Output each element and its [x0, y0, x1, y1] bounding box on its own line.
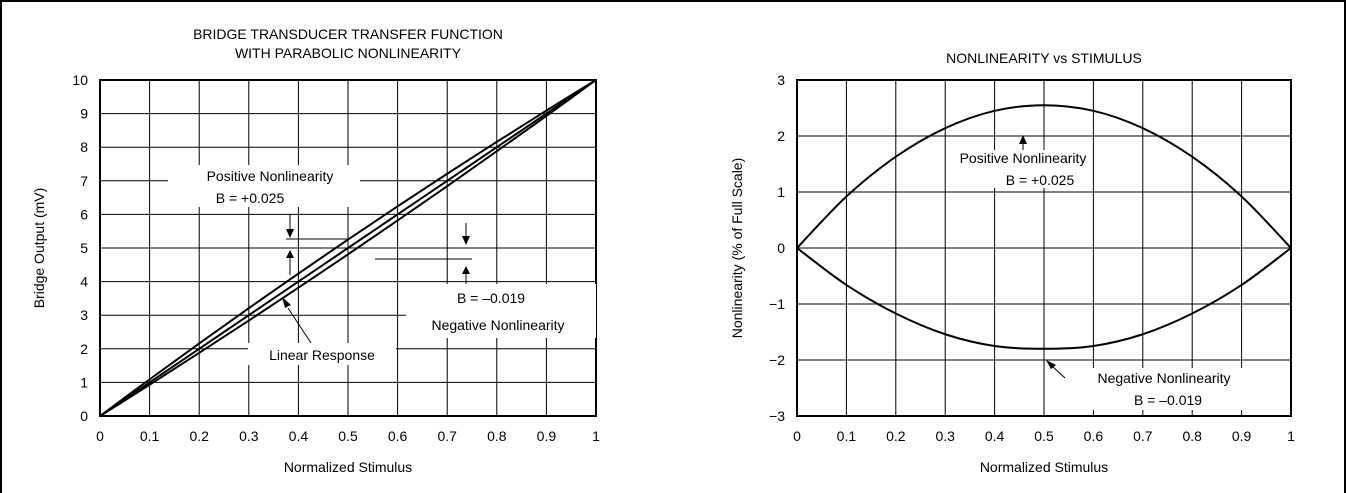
- right-chart: NONLINEARITY vs STIMULUS 0 0.1 0.2 0.3 0.4 0.…: [729, 50, 1295, 475]
- right-neg-label-bg: [1070, 368, 1260, 410]
- x-tick-label: 1: [592, 428, 600, 444]
- right-series: [796, 104, 1292, 350]
- right-pos-label-bg: [955, 150, 1090, 188]
- y-tick-label: 4: [80, 274, 88, 290]
- y-tick-label: 2: [80, 341, 88, 357]
- left-axes: 0 0.1 0.2 0.3 0.4 0.5 0.6 0.7 0.8 0.9 101234567891…: [72, 72, 600, 444]
- y-tick-label: 8: [80, 139, 88, 155]
- series-line: [796, 247, 1292, 350]
- x-tick-label: 0.6: [1084, 428, 1104, 444]
- right-axes: 0 0.1 0.2 0.3 0.4 0.5 0.6 0.7 0.8 0.9 1 3 2 1 0 −1 −2 −3: [769, 72, 1295, 444]
- y-tick-label: −2: [769, 352, 785, 368]
- x-tick-label: 0.2: [886, 428, 906, 444]
- right-x-axis-label: Normalized Stimulus: [980, 459, 1108, 475]
- x-tick-label: 1: [1287, 428, 1295, 444]
- x-tick-label: 0.1: [837, 428, 857, 444]
- y-tick-label: 9: [80, 106, 88, 122]
- x-tick-label: 0.6: [388, 428, 408, 444]
- left-title-line-1: BRIDGE TRANSDUCER TRANSFER FUNCTION: [193, 26, 503, 42]
- x-tick-label: 0.5: [1034, 428, 1054, 444]
- x-tick-label: 0.7: [437, 428, 457, 444]
- right-neg-label-1: Negative Nonlinearity: [1097, 370, 1230, 386]
- left-pos-label-bg: [168, 165, 360, 207]
- right-y-axis-label: Nonlinearity (% of Full Scale): [729, 158, 745, 339]
- right-pos-pointer: [1019, 135, 1027, 150]
- y-tick-label: 2: [777, 128, 785, 144]
- left-y-axis-label: Bridge Output (mV): [31, 188, 47, 309]
- plot-frame: [796, 79, 1292, 417]
- series-line: [99, 79, 597, 417]
- left-linear-label-bg: [248, 343, 396, 365]
- y-tick-label: −1: [769, 296, 785, 312]
- x-tick-label: 0.5: [338, 428, 358, 444]
- x-tick-label: 0.9: [537, 428, 557, 444]
- right-pos-label-2: B = +0.025: [1006, 172, 1075, 188]
- x-tick-label: 0.8: [1182, 428, 1202, 444]
- right-title: NONLINEARITY vs STIMULUS: [946, 50, 1142, 66]
- y-tick-label: 6: [80, 206, 88, 222]
- x-tick-label: 0.3: [935, 428, 955, 444]
- left-pos-label-1: Positive Nonlinearity: [207, 168, 334, 184]
- y-tick-label: −3: [769, 408, 785, 424]
- x-tick-label: 0.3: [239, 428, 259, 444]
- series-line: [99, 79, 597, 417]
- left-pos-label-2: B = +0.025: [216, 190, 285, 206]
- right-neg-label-2: B = –0.019: [1134, 392, 1202, 408]
- x-tick-label: 0.9: [1232, 428, 1252, 444]
- plot-frame: [99, 79, 597, 417]
- left-neg-marker: [375, 223, 472, 287]
- right-neg-pointer: [1046, 360, 1066, 379]
- x-tick-label: 0: [793, 428, 801, 444]
- y-tick-label: 3: [80, 307, 88, 323]
- series-line: [796, 104, 1292, 249]
- left-chart: BRIDGE TRANSDUCER TRANSFER FUNCTION WITH…: [31, 26, 600, 475]
- y-tick-label: 1: [80, 374, 88, 390]
- left-linear-label: Linear Response: [269, 347, 375, 363]
- y-tick-label: 3: [777, 72, 785, 88]
- x-tick-label: 0.4: [985, 428, 1005, 444]
- y-tick-label: 5: [80, 240, 88, 256]
- right-pos-label-1: Positive Nonlinearity: [960, 150, 1087, 166]
- series-line: [99, 79, 597, 417]
- left-series: [99, 79, 597, 417]
- x-tick-label: 0.4: [289, 428, 309, 444]
- x-tick-label: 0.2: [189, 428, 209, 444]
- x-tick-label: 0.8: [487, 428, 507, 444]
- left-title-line-2: WITH PARABOLIC NONLINEARITY: [235, 45, 462, 61]
- right-grid: [796, 79, 1292, 417]
- x-tick-label: 0: [96, 428, 104, 444]
- x-tick-label: 0.7: [1133, 428, 1153, 444]
- left-neg-label-1: B = –0.019: [457, 290, 525, 306]
- y-tick-label: 10: [72, 72, 88, 88]
- left-pos-marker: [286, 214, 348, 275]
- left-linear-pointer: [282, 297, 312, 344]
- y-tick-label: 0: [777, 240, 785, 256]
- left-neg-label-bg: [406, 284, 596, 338]
- y-tick-label: 7: [80, 173, 88, 189]
- left-x-axis-label: Normalized Stimulus: [284, 459, 412, 475]
- y-tick-label: 1: [777, 184, 785, 200]
- y-tick-label: 0: [80, 408, 88, 424]
- left-neg-label-2: Negative Nonlinearity: [431, 317, 564, 333]
- x-tick-label: 0.1: [140, 428, 160, 444]
